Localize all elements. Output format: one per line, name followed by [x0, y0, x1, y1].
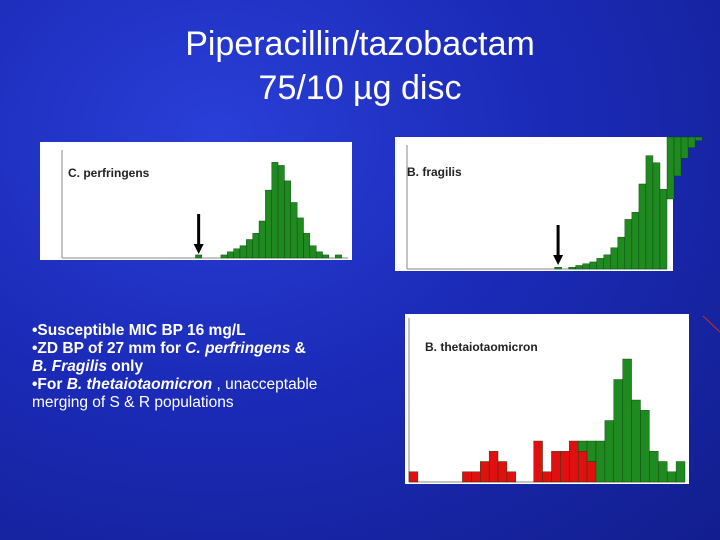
bar-red-12	[462, 471, 472, 483]
bar-green-29	[568, 267, 576, 270]
bar-green-27	[595, 440, 606, 483]
slide-title-line-2: 75/10 µg disc	[258, 69, 462, 107]
histogram-b-thetaiotaomicron	[408, 318, 686, 483]
chart-label-b-fragilis: B. fragilis	[407, 165, 462, 179]
bar-green-35	[666, 471, 677, 483]
bar-green-32	[589, 261, 597, 270]
bar-green-36	[617, 236, 626, 270]
chart-b-thetaiotaomicron: B. thetaiotaomicron	[405, 314, 689, 484]
bar-green-33	[233, 248, 241, 259]
bar-green-38	[631, 212, 640, 270]
bar-green-37	[258, 220, 266, 259]
arrow-head	[193, 244, 204, 254]
bar-green-32	[640, 410, 650, 483]
chart-c-perfringens: C. perfringens	[40, 142, 352, 260]
bar-green-44	[303, 233, 311, 259]
arrow-head	[553, 255, 564, 265]
bar-red-26	[586, 461, 597, 483]
bullet-species: B. thetaiotaomicron	[66, 376, 213, 393]
bullet-text: , unacceptable	[212, 376, 318, 393]
bullet-text: merging of S & R populations	[32, 394, 234, 411]
bar-green-47	[322, 254, 330, 259]
bar-red-21	[542, 471, 552, 483]
bar-green-43	[296, 217, 304, 259]
bar-green-27	[554, 267, 562, 270]
bar-red-20	[533, 440, 543, 483]
bar-green-37	[624, 219, 633, 270]
bar-red-17	[506, 471, 517, 483]
bar-green-undefined	[694, 136, 703, 141]
bar-green-42	[290, 202, 298, 259]
bar-red-25	[577, 451, 588, 483]
bullet-text: •For	[32, 376, 67, 393]
bar-green-40	[277, 165, 285, 259]
bar-green-undefined	[666, 136, 675, 200]
bullet-text: &	[290, 340, 306, 357]
bar-green-30	[575, 265, 583, 270]
bar-green-35	[246, 239, 253, 259]
bar-green-31	[220, 254, 228, 259]
bar-green-undefined	[673, 136, 682, 177]
bar-green-42	[659, 189, 668, 270]
bar-green-33	[649, 451, 659, 483]
bullet-text: only	[106, 358, 144, 375]
bar-green-25	[577, 440, 588, 452]
bar-green-39	[638, 183, 647, 270]
bullet-zd-bp: •ZD BP of 27 mm for C. perfringens &	[32, 340, 392, 358]
bullet-text: •ZD BP of 27 mm for	[32, 340, 186, 357]
bullet-merging: merging of S & R populations	[32, 394, 392, 412]
breakpoint-arrow	[553, 225, 564, 265]
bar-red-24	[569, 440, 579, 483]
bullet-text: •Susceptible MIC BP 16 mg/L	[32, 322, 246, 339]
bar-green-45	[309, 245, 317, 259]
bar-green-31	[582, 263, 590, 270]
bar-green-35	[610, 247, 619, 270]
bar-red-22	[551, 451, 561, 483]
bar-green-39	[271, 162, 279, 259]
bar-green-34	[239, 245, 247, 259]
bar-red-14	[480, 461, 490, 483]
bar-green-30	[622, 358, 632, 483]
bar-green-27	[195, 254, 203, 259]
bar-green-46	[316, 251, 323, 259]
chart-b-fragilis: B. fragilis	[395, 136, 703, 271]
bar-red-15	[488, 451, 499, 483]
bullet-thetaiotaomicron: •For B. thetaiotaomicron , unacceptable	[32, 376, 392, 394]
bullet-list: •Susceptible MIC BP 16 mg/L •ZD BP of 27…	[32, 322, 392, 412]
bullet-species: B. Fragilis	[32, 358, 107, 375]
bar-red-13	[471, 471, 481, 483]
chart-label-c-perfringens: C. perfringens	[68, 166, 150, 180]
bar-green-41	[284, 180, 292, 259]
bar-green-34	[658, 461, 668, 483]
bullet-species: C. perfringens	[185, 340, 291, 357]
bar-green-26	[586, 440, 597, 462]
bar-green-undefined	[687, 136, 696, 148]
bar-green-34	[603, 254, 611, 270]
bar-green-33	[596, 258, 604, 270]
bar-green-32	[227, 251, 234, 259]
bar-green-36	[675, 461, 686, 483]
breakpoint-arrow	[193, 214, 204, 254]
histogram-c-perfringens	[61, 150, 348, 259]
bar-green-undefined	[680, 136, 689, 159]
chart-label-b-thetaiotaomicron: B. thetaiotaomicron	[425, 340, 538, 354]
histogram-b-fragilis	[406, 136, 703, 270]
bar-red-23	[560, 451, 570, 483]
bar-green-38	[265, 189, 272, 259]
bar-green-49	[335, 254, 342, 259]
bar-red-16	[497, 461, 508, 483]
bar-green-28	[604, 420, 614, 483]
bar-green-41	[652, 162, 661, 270]
bar-green-31	[631, 399, 641, 483]
bar-green-40	[645, 155, 654, 270]
bullet-zd-bp-cont: B. Fragilis only	[32, 358, 392, 376]
bullet-susceptible-mic: •Susceptible MIC BP 16 mg/L	[32, 322, 392, 340]
bar-red-6	[408, 471, 419, 483]
slide-title-line-1: Piperacillin/tazobactam	[185, 25, 535, 63]
bar-green-36	[252, 233, 260, 259]
bar-green-29	[613, 379, 623, 483]
